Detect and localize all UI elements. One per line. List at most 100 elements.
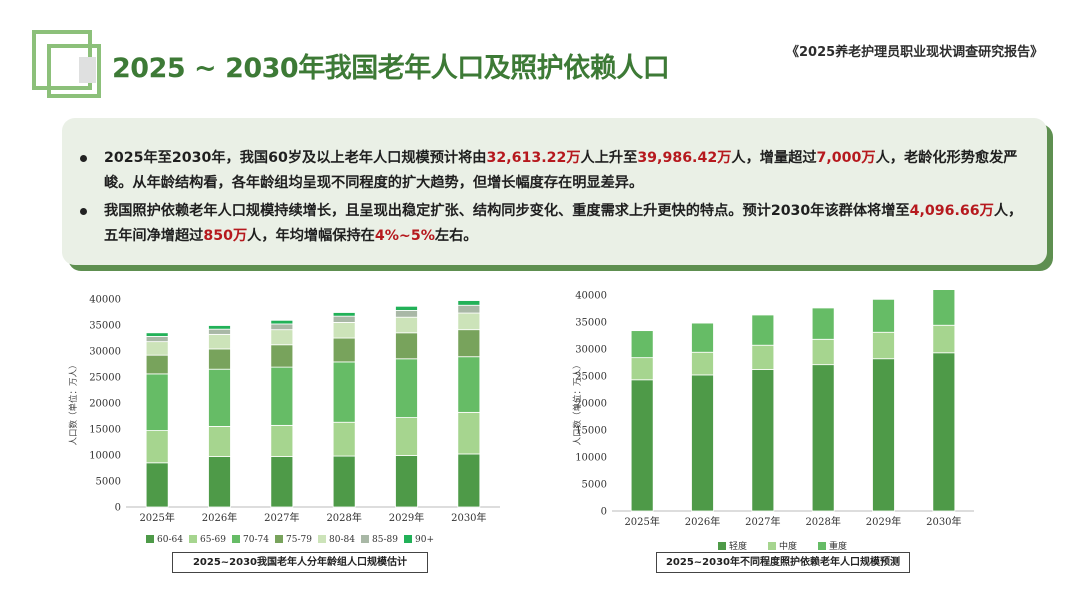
bar-segment-60-64-2025年 xyxy=(145,462,169,508)
legend-label-70-74: 70-74 xyxy=(243,535,269,545)
y-tick-label: 40000 xyxy=(575,291,607,302)
bar-segment-重度-2025年 xyxy=(630,330,654,359)
legend-swatch-75-79 xyxy=(275,535,283,543)
x-tick-label: 2030年 xyxy=(451,511,486,524)
bar-segment-重度-2027年 xyxy=(751,314,775,346)
bar-segment-80-84-2030年 xyxy=(457,312,481,331)
bar-segment-70-74-2030年 xyxy=(457,356,481,413)
y-tick-label: 5000 xyxy=(96,477,121,488)
decorative-square-inner xyxy=(47,44,101,98)
bar-segment-中度-2028年 xyxy=(811,338,835,366)
bar-segment-85-89-2030年 xyxy=(457,304,481,314)
decorative-square-fill xyxy=(79,57,96,83)
bar-segment-60-64-2026年 xyxy=(208,456,231,508)
y-tick-label: 25000 xyxy=(89,373,121,384)
y-tick-label: 0 xyxy=(115,503,121,514)
y-tick-label: 10000 xyxy=(575,453,607,464)
highlight-value: 4,096.66万 xyxy=(909,203,994,219)
bar-segment-85-89-2029年 xyxy=(395,310,418,318)
legend-label-中度: 中度 xyxy=(779,540,797,550)
bar-segment-90+-2027年 xyxy=(270,319,294,325)
bar-segment-75-79-2028年 xyxy=(332,337,356,363)
legend-label-60-64: 60-64 xyxy=(157,535,183,545)
highlight-value: 4%~5% xyxy=(374,228,435,244)
bar-segment-65-69-2030年 xyxy=(457,411,481,455)
bar-segment-75-79-2027年 xyxy=(270,344,294,368)
bar-segment-75-79-2030年 xyxy=(457,329,481,358)
bar-segment-90+-2026年 xyxy=(208,325,231,330)
x-tick-label: 2030年 xyxy=(926,515,961,528)
y-tick-label: 20000 xyxy=(575,399,607,410)
bar-segment-65-69-2025年 xyxy=(145,430,169,464)
bar-segment-轻度-2029年 xyxy=(872,358,895,512)
bar-segment-重度-2026年 xyxy=(691,322,714,353)
highlight-value: 850万 xyxy=(203,228,248,244)
bar-segment-80-84-2026年 xyxy=(208,333,231,350)
bullet-dot-icon xyxy=(80,208,87,215)
x-tick-label: 2027年 xyxy=(745,515,780,528)
y-tick-label: 35000 xyxy=(575,318,607,329)
bar-segment-60-64-2029年 xyxy=(395,455,418,508)
bar-segment-70-74-2027年 xyxy=(270,366,294,426)
y-tick-label: 20000 xyxy=(89,399,121,410)
bar-segment-70-74-2029年 xyxy=(395,358,418,418)
legend-swatch-90+ xyxy=(404,535,412,543)
bullet-text: 2025年至2030年，我国60岁及以上老年人口规模预计将由32,613.22万… xyxy=(104,150,1018,191)
highlight-value: 7,000万 xyxy=(816,150,876,166)
y-axis-label: 人口数（单位：万人） xyxy=(572,360,583,445)
legend-label-75-79: 75-79 xyxy=(286,535,312,545)
bar-segment-轻度-2027年 xyxy=(751,369,775,512)
legend-label-65-69: 65-69 xyxy=(200,535,226,545)
x-tick-label: 2029年 xyxy=(389,511,424,524)
bar-segment-85-89-2028年 xyxy=(332,315,356,323)
bar-segment-90+-2025年 xyxy=(145,332,169,337)
legend-swatch-80-84 xyxy=(318,535,326,543)
bar-segment-80-84-2025年 xyxy=(145,341,169,356)
x-tick-label: 2026年 xyxy=(685,515,720,528)
legend-label-轻度: 轻度 xyxy=(729,540,747,550)
x-tick-label: 2025年 xyxy=(624,515,659,528)
y-tick-label: 40000 xyxy=(89,295,121,306)
x-tick-label: 2025年 xyxy=(139,511,174,524)
summary-bullet-2: 我国照护依赖老年人口规模持续增长，且呈现出稳定扩张、结构同步变化、重度需求上升更… xyxy=(80,199,1035,249)
report-title: 《2025养老护理员职业现状调查研究报告》 xyxy=(786,45,1044,60)
legend-swatch-60-64 xyxy=(146,535,154,543)
bar-segment-90+-2030年 xyxy=(457,300,481,306)
legend-label-重度: 重度 xyxy=(829,540,847,550)
bar-segment-75-79-2029年 xyxy=(395,332,418,360)
bar-segment-70-74-2025年 xyxy=(145,373,169,431)
bar-segment-80-84-2029年 xyxy=(395,316,418,334)
bar-segment-中度-2025年 xyxy=(630,357,654,381)
bar-segment-70-74-2028年 xyxy=(332,361,356,423)
legend-label-80-84: 80-84 xyxy=(329,535,355,545)
y-tick-label: 5000 xyxy=(582,480,607,491)
bar-segment-65-69-2026年 xyxy=(208,425,231,457)
bar-segment-85-89-2025年 xyxy=(145,336,169,343)
legend-swatch-重度 xyxy=(818,542,826,550)
bar-segment-重度-2029年 xyxy=(872,298,895,333)
legend-swatch-中度 xyxy=(768,542,776,550)
y-tick-label: 15000 xyxy=(575,426,607,437)
bullet-dot-icon xyxy=(80,155,87,162)
bar-segment-85-89-2026年 xyxy=(208,328,231,335)
legend-swatch-轻度 xyxy=(718,542,726,550)
y-tick-label: 25000 xyxy=(575,372,607,383)
x-tick-label: 2028年 xyxy=(326,511,361,524)
legend-swatch-85-89 xyxy=(361,535,369,543)
summary-box: 2025年至2030年，我国60岁及以上老年人口规模预计将由32,613.22万… xyxy=(62,118,1047,265)
bar-segment-中度-2030年 xyxy=(932,324,956,354)
care-dependency-stacked-bar-chart: 人口数（单位：万人） 0 5000 10000 15000 20000 25000 30000… xyxy=(572,289,974,550)
bar-segment-重度-2028年 xyxy=(811,307,835,340)
bar-segment-80-84-2027年 xyxy=(270,329,294,346)
y-tick-label: 10000 xyxy=(89,451,121,462)
y-tick-label: 30000 xyxy=(575,345,607,356)
bullet-text: 我国照护依赖老年人口规模持续增长，且呈现出稳定扩张、结构同步变化、重度需求上升更… xyxy=(104,203,1023,244)
bar-segment-60-64-2028年 xyxy=(332,455,356,508)
y-tick-label: 15000 xyxy=(89,425,121,436)
legend-label-90+: 90+ xyxy=(415,535,434,545)
bar-segment-75-79-2026年 xyxy=(208,348,231,370)
bar-segment-65-69-2027年 xyxy=(270,424,294,457)
x-tick-label: 2029年 xyxy=(866,515,901,528)
y-tick-label: 30000 xyxy=(89,347,121,358)
legend-swatch-65-69 xyxy=(189,535,197,543)
